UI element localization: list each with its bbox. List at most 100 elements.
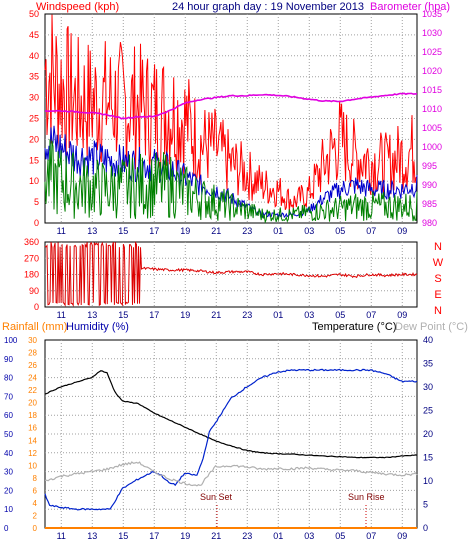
humidity-tick-label: 60 xyxy=(4,411,13,420)
x-tick-label: 17 xyxy=(149,531,159,541)
temperature-tick-label: 5 xyxy=(423,500,428,510)
temperature-tick-label: 40 xyxy=(423,335,433,345)
x-tick-label: 17 xyxy=(149,226,159,236)
series-dewpoint xyxy=(44,461,418,487)
x-tick-label: 07 xyxy=(366,310,376,320)
y-tick-label: 270 xyxy=(24,253,39,263)
x-tick-label: 09 xyxy=(397,310,407,320)
humidity-tick-label: 70 xyxy=(4,392,13,401)
y-tick-label: 35 xyxy=(29,72,39,82)
y2-tick-label: 980 xyxy=(422,218,437,228)
rainfall-tick-label: 30 xyxy=(28,336,37,345)
rainfall-tick-label: 12 xyxy=(28,449,37,458)
grid-lines xyxy=(45,14,417,528)
barometer-axis-label: Barometer (hpa) xyxy=(370,1,450,13)
x-tick-label: 15 xyxy=(118,226,128,236)
chart-marks xyxy=(44,14,418,529)
y-tick-label: 25 xyxy=(29,114,39,124)
y2-tick-label: 1025 xyxy=(422,47,442,57)
x-tick-label: 17 xyxy=(149,310,159,320)
graph-title: 24 hour graph day : 19 November 2013 xyxy=(172,1,364,13)
x-tick-label: 13 xyxy=(87,531,97,541)
x-tick-label: 07 xyxy=(366,226,376,236)
x-tick-label: 11 xyxy=(57,531,66,541)
x-tick-label: 05 xyxy=(335,226,345,236)
series-temperature xyxy=(44,370,418,459)
rainfall-tick-label: 0 xyxy=(33,524,38,533)
series-wind-lull xyxy=(44,139,418,224)
sunset-label: Sun Set xyxy=(200,492,233,502)
compass-label: W xyxy=(433,257,444,269)
y2-tick-label: 985 xyxy=(422,199,437,209)
y2-tick-label: 990 xyxy=(422,180,437,190)
humidity-tick-label: 80 xyxy=(4,374,13,383)
y-tick-label: 45 xyxy=(29,30,39,40)
y2-tick-label: 1035 xyxy=(422,9,442,19)
compass-label: E xyxy=(434,289,441,301)
humidity-tick-label: 90 xyxy=(4,355,13,364)
humidity-tick-label: 30 xyxy=(4,468,13,477)
x-tick-label: 21 xyxy=(211,310,221,320)
humidity-axis-label: Humidity (%) xyxy=(66,321,129,333)
rainfall-tick-label: 20 xyxy=(28,399,37,408)
temperature-tick-label: 10 xyxy=(423,476,433,486)
temperature-tick-label: 25 xyxy=(423,406,433,416)
humidity-tick-label: 50 xyxy=(4,430,13,439)
series-wind-direction xyxy=(44,241,418,307)
y2-tick-label: 1020 xyxy=(422,66,442,76)
y-tick-label: 15 xyxy=(29,155,39,165)
x-tick-label: 11 xyxy=(57,310,66,320)
x-tick-label: 19 xyxy=(180,226,190,236)
rainfall-tick-label: 14 xyxy=(28,436,37,445)
compass-label: N xyxy=(434,305,442,317)
humidity-tick-label: 0 xyxy=(4,524,9,533)
temperature-tick-label: 20 xyxy=(423,429,433,439)
humidity-tick-label: 20 xyxy=(4,486,13,495)
windspeed-axis-label: Windspeed (kph) xyxy=(36,1,119,13)
y-tick-label: 0 xyxy=(34,302,39,312)
x-tick-label: 01 xyxy=(273,226,283,236)
x-tick-label: 21 xyxy=(211,226,221,236)
sunrise-label: Sun Rise xyxy=(348,492,385,502)
rainfall-tick-label: 10 xyxy=(28,461,37,470)
compass-label: S xyxy=(434,273,441,285)
temperature-tick-label: 0 xyxy=(423,523,428,533)
rainfall-tick-label: 4 xyxy=(33,499,38,508)
y2-tick-label: 1015 xyxy=(422,85,442,95)
x-tick-label: 23 xyxy=(242,531,252,541)
y-tick-label: 10 xyxy=(29,176,39,186)
rainfall-tick-label: 26 xyxy=(28,361,37,370)
x-tick-label: 13 xyxy=(87,310,97,320)
y-tick-label: 30 xyxy=(29,93,39,103)
x-tick-label: 13 xyxy=(87,226,97,236)
y2-tick-label: 1030 xyxy=(422,28,442,38)
y2-tick-label: 1005 xyxy=(422,123,442,133)
x-tick-label: 15 xyxy=(118,531,128,541)
x-tick-label: 03 xyxy=(304,531,314,541)
rainfall-tick-label: 24 xyxy=(28,374,37,383)
temperature-tick-label: 30 xyxy=(423,382,433,392)
x-tick-label: 09 xyxy=(397,226,407,236)
y2-tick-label: 1010 xyxy=(422,104,442,114)
x-tick-label: 21 xyxy=(211,531,221,541)
x-tick-label: 09 xyxy=(397,531,407,541)
temperature-tick-label: 35 xyxy=(423,359,433,369)
rainfall-tick-label: 22 xyxy=(28,386,37,395)
humidity-tick-label: 100 xyxy=(4,336,18,345)
compass-label: N xyxy=(434,241,442,253)
y-tick-label: 20 xyxy=(29,134,39,144)
y2-tick-label: 1000 xyxy=(422,142,442,152)
x-tick-label: 11 xyxy=(57,226,66,236)
y-tick-label: 90 xyxy=(29,286,39,296)
humidity-tick-label: 10 xyxy=(4,505,13,514)
y2-tick-label: 995 xyxy=(422,161,437,171)
x-tick-label: 01 xyxy=(273,531,283,541)
rainfall-tick-label: 16 xyxy=(28,424,37,433)
y-tick-label: 50 xyxy=(29,9,39,19)
x-tick-label: 15 xyxy=(118,310,128,320)
rainfall-tick-label: 6 xyxy=(33,486,38,495)
rainfall-tick-label: 18 xyxy=(28,411,37,420)
